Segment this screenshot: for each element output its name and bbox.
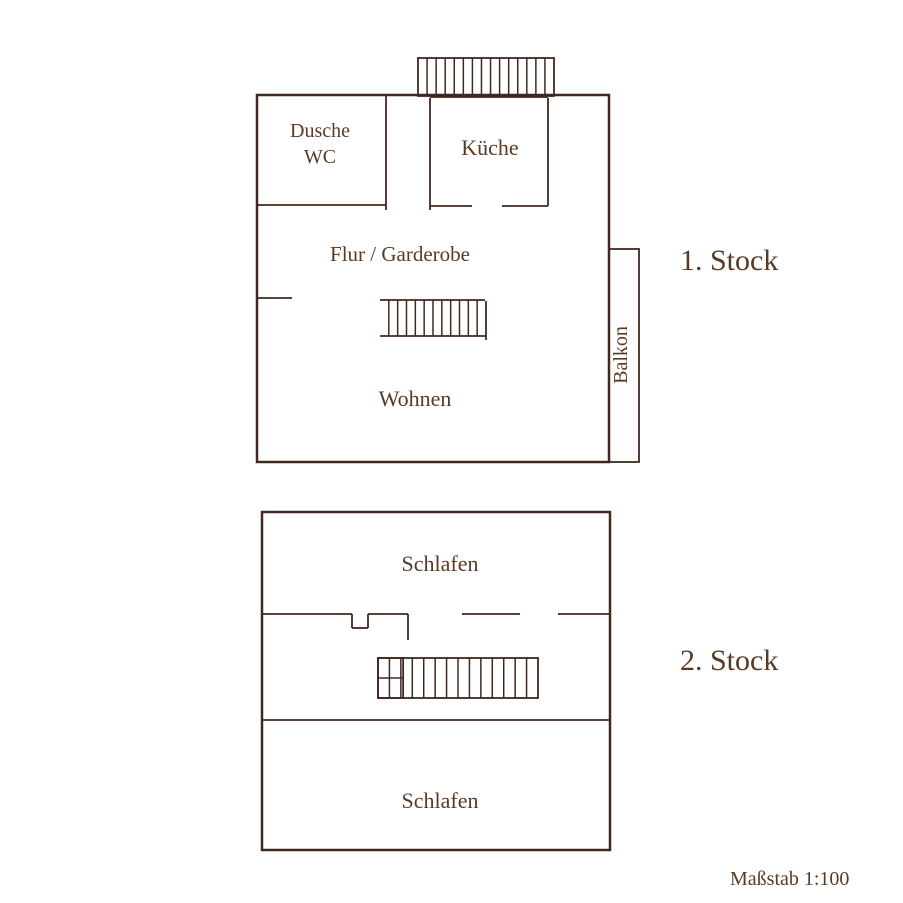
floor-title: 2. Stock — [680, 644, 778, 677]
room-label: Schlafen — [402, 788, 479, 813]
floor-title: 1. Stock — [680, 244, 778, 277]
room-label: WC — [304, 146, 336, 168]
room-label: Wohnen — [379, 386, 452, 411]
room-label: Flur / Garderobe — [330, 242, 470, 266]
room-label: Balkon — [610, 326, 632, 384]
scale-note: Maßstab 1:100 — [730, 868, 849, 890]
room-label: Dusche — [290, 120, 350, 142]
room-label: Küche — [461, 135, 518, 160]
room-label: Schlafen — [402, 551, 479, 576]
floor-plan-diagram: Dusche WC Küche Flur / Garderobe Wohnen Balko… — [0, 0, 903, 903]
